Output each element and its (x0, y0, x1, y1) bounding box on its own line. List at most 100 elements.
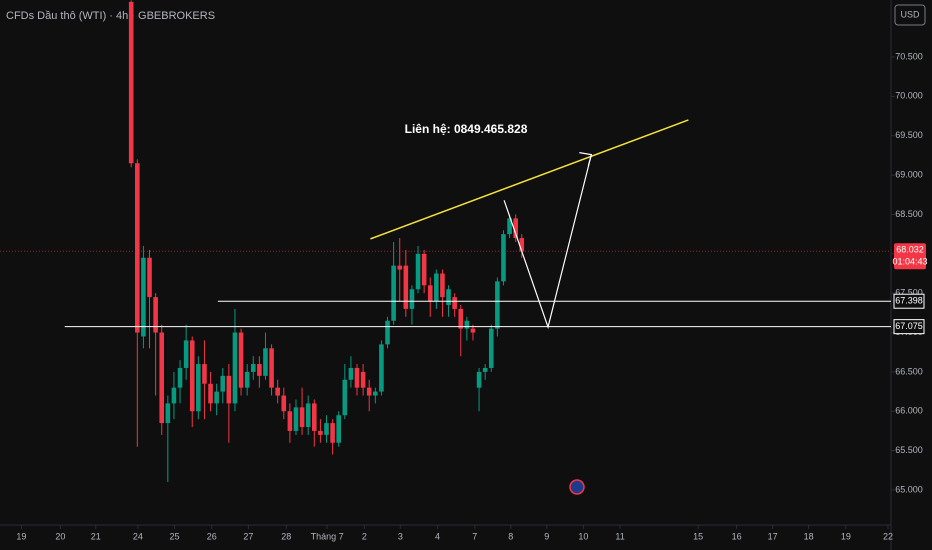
x-tick-label: 24 (133, 531, 143, 541)
candle-body (250, 364, 256, 372)
candle-body (470, 328, 476, 333)
chart-title: CFDs Dầu thô (WTI) · 4h · GBEBROKERS (6, 10, 215, 22)
candle-body (257, 364, 262, 376)
candle-body (385, 320, 390, 345)
candle-body (311, 403, 317, 431)
candle-body (519, 238, 525, 252)
candle-body (135, 163, 140, 333)
candle-body (488, 328, 494, 368)
path-arrow-head (579, 152, 593, 166)
candle-body (183, 340, 189, 368)
price-line-label-box (893, 293, 925, 309)
candle-body (281, 395, 287, 412)
currency-label[interactable]: USD (900, 9, 920, 19)
x-tick-label: 22 (883, 531, 893, 541)
x-tick-label: 2 (362, 531, 367, 541)
candle-body (324, 423, 329, 435)
candle-body (263, 348, 268, 376)
candle-body (391, 265, 396, 321)
candle-body (171, 387, 177, 404)
candle-body (403, 265, 409, 309)
y-tick-label: 70.500 (895, 51, 923, 61)
candle-body (226, 375, 232, 404)
candle-body (501, 234, 506, 282)
y-tick-label: 65.000 (895, 484, 923, 494)
x-tick-label: 19 (16, 531, 26, 541)
candle-body (189, 340, 195, 412)
x-tick-label: 26 (207, 531, 217, 541)
candle-body (482, 367, 488, 372)
candle-body (196, 364, 201, 412)
y-tick-label: 68.500 (895, 209, 923, 219)
x-tick-label: 20 (55, 531, 65, 541)
x-tick-label: 15 (693, 531, 703, 541)
candle-body (373, 391, 378, 396)
x-tick-label: 10 (578, 531, 588, 541)
x-tick-label: 21 (91, 531, 101, 541)
candle-body (513, 218, 518, 239)
x-tick-label: 18 (804, 531, 814, 541)
candle-body (342, 379, 348, 416)
candle-body (220, 375, 226, 392)
candle-body (177, 367, 183, 388)
currency-button[interactable] (894, 4, 926, 26)
candle-body (305, 403, 311, 428)
y-tick-label: 66.500 (895, 366, 923, 376)
candle-body (165, 403, 171, 424)
y-tick-label: 69.500 (895, 130, 923, 140)
x-tick-label: 28 (281, 531, 291, 541)
candle-body (293, 407, 299, 431)
candle-body (275, 387, 280, 396)
y-tick-label: 70.000 (895, 91, 923, 101)
y-tick-label: 65.500 (895, 445, 923, 455)
x-tick-label: 3 (398, 531, 403, 541)
candle-body (153, 297, 158, 333)
candle-body (434, 273, 439, 302)
candle-body (507, 218, 512, 235)
candle-body (287, 411, 293, 431)
candle-body (366, 387, 372, 396)
candle-body (214, 391, 219, 404)
candle-body (427, 285, 433, 302)
candle-body (238, 332, 244, 388)
event-icon[interactable] (569, 479, 585, 495)
candle-body (244, 371, 250, 388)
candle-body (232, 332, 238, 404)
candle-body (446, 289, 451, 305)
price-line-label: 67.398 (895, 296, 923, 306)
candle-body (476, 371, 482, 388)
annotation: Liên hệ: 0849.465.828 (405, 122, 528, 136)
candle-body (495, 281, 500, 329)
price-line-label-box (893, 319, 925, 335)
path-drawing (503, 154, 592, 330)
candle-body (202, 364, 207, 384)
candle-body (397, 265, 403, 270)
countdown-label: 01:04:43 (892, 257, 927, 267)
x-tick-label: Tháng 7 (311, 531, 344, 541)
candle-body (336, 415, 342, 443)
candle-body (421, 253, 427, 286)
candle-body (159, 332, 165, 424)
y-tick-label: 69.000 (895, 169, 923, 179)
price-line-label: 67.075 (895, 321, 923, 331)
x-tick-label: 9 (544, 531, 549, 541)
candle-body (128, 1, 134, 164)
x-tick-label: 27 (243, 531, 253, 541)
y-tick-label: 66.000 (895, 406, 923, 416)
x-tick-label: 7 (472, 531, 477, 541)
x-tick-label: 4 (435, 531, 440, 541)
candle-body (348, 367, 354, 380)
candle-body (330, 423, 335, 443)
x-tick-label: 11 (615, 531, 624, 541)
current-price-box (894, 243, 926, 270)
candle-body (360, 371, 366, 388)
x-tick-label: 8 (508, 531, 513, 541)
current-price-label: 68.032 (896, 245, 924, 255)
candle-body (440, 273, 445, 298)
candle-body (379, 344, 384, 392)
candle-body (464, 320, 470, 329)
candle-body (299, 407, 305, 428)
